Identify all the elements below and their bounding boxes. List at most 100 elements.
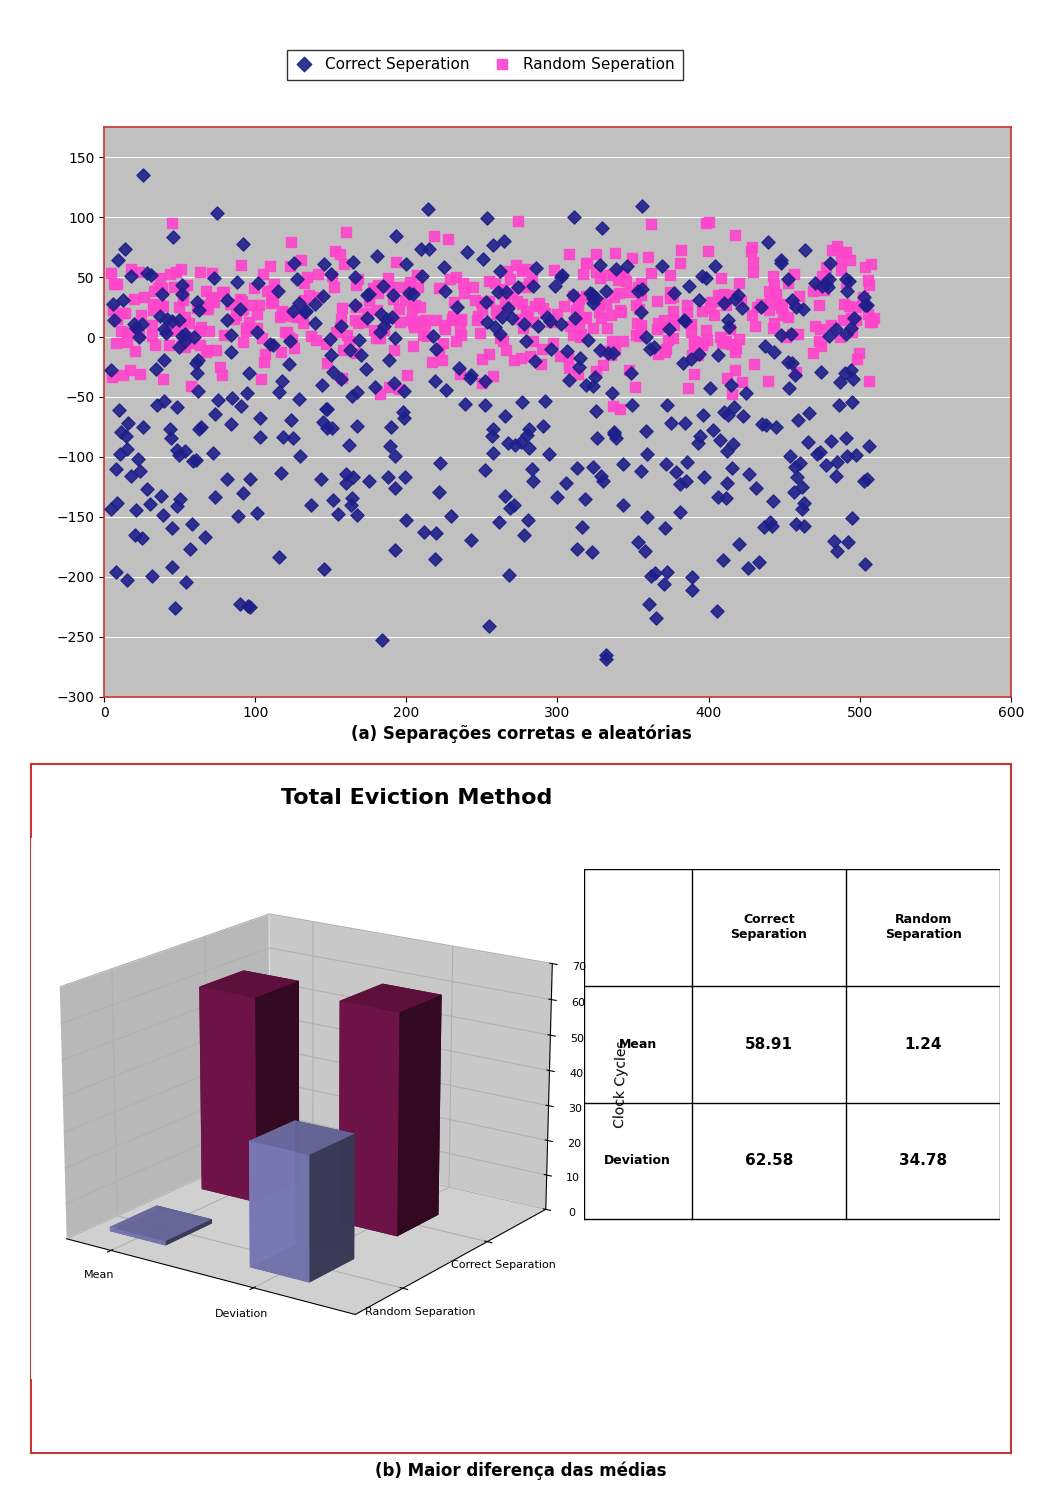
Random Seperation [686, 363, 702, 386]
Correct Seperation [609, 427, 625, 451]
Random Seperation [656, 309, 673, 333]
Correct Seperation [586, 286, 602, 310]
Random Seperation [332, 307, 349, 331]
Random Seperation [744, 250, 761, 274]
Random Seperation [452, 309, 469, 333]
Correct Seperation [185, 325, 202, 349]
Correct Seperation [518, 330, 535, 354]
Random Seperation [214, 364, 230, 388]
Correct Seperation [579, 328, 596, 352]
Random Seperation [621, 358, 638, 382]
Random Seperation [679, 376, 696, 400]
Correct Seperation [130, 325, 147, 349]
Random Seperation [517, 276, 534, 300]
Correct Seperation [324, 416, 341, 440]
Correct Seperation [207, 401, 224, 425]
Random Seperation [818, 268, 835, 292]
Random Seperation [662, 264, 678, 288]
Correct Seperation [332, 315, 349, 339]
Random Seperation [403, 307, 420, 331]
Correct Seperation [857, 294, 873, 318]
Correct Seperation [359, 283, 376, 307]
Correct Seperation [638, 325, 654, 349]
Random Seperation [467, 288, 483, 312]
Correct Seperation [646, 560, 663, 584]
Correct Seperation [431, 451, 448, 475]
Correct Seperation [691, 288, 708, 312]
Random Seperation [659, 337, 675, 361]
Random Seperation [833, 249, 849, 273]
Correct Seperation [230, 503, 247, 527]
Random Seperation [779, 271, 796, 295]
Correct Seperation [519, 422, 536, 446]
Correct Seperation [478, 291, 495, 315]
Random Seperation [671, 252, 688, 276]
Correct Seperation [782, 443, 798, 467]
Correct Seperation [462, 366, 478, 389]
Correct Seperation [169, 395, 185, 419]
Correct Seperation [174, 282, 191, 306]
Correct Seperation [148, 358, 165, 382]
Random Seperation [699, 238, 716, 262]
Correct Seperation [173, 324, 190, 348]
Random Seperation [730, 271, 747, 295]
Correct Seperation [747, 475, 764, 499]
Random Seperation [791, 285, 808, 309]
Random Seperation [767, 282, 784, 306]
Random Seperation [612, 298, 628, 322]
Random Seperation [698, 318, 715, 342]
Correct Seperation [838, 427, 854, 451]
Random Seperation [808, 315, 824, 339]
Random Seperation [239, 316, 255, 340]
Correct Seperation [695, 403, 712, 427]
Correct Seperation [104, 292, 121, 316]
Random Seperation [643, 261, 660, 285]
Random Seperation [336, 252, 352, 276]
Correct Seperation [130, 446, 147, 470]
Correct Seperation [174, 273, 191, 297]
Correct Seperation [695, 464, 712, 488]
Correct Seperation [594, 216, 611, 240]
Random Seperation [192, 261, 208, 285]
Correct Seperation [661, 318, 677, 342]
Correct Seperation [859, 467, 875, 491]
Correct Seperation [572, 346, 589, 370]
Correct Seperation [843, 316, 860, 340]
Text: 1.24: 1.24 [904, 1037, 942, 1052]
Random Seperation [339, 324, 355, 348]
Correct Seperation [684, 578, 700, 602]
Random Seperation [456, 282, 473, 306]
Random Seperation [180, 331, 197, 355]
Random Seperation [473, 298, 490, 322]
Random Seperation [777, 325, 794, 349]
Correct Seperation [388, 225, 404, 249]
Correct Seperation [154, 503, 171, 527]
Correct Seperation [428, 337, 445, 361]
Correct Seperation [619, 253, 636, 277]
Random Seperation [412, 295, 428, 319]
Random Seperation [301, 283, 318, 307]
Correct Seperation [368, 244, 384, 268]
Correct Seperation [224, 386, 241, 410]
Correct Seperation [427, 369, 444, 392]
Random Seperation [232, 253, 249, 277]
Correct Seperation [795, 297, 812, 321]
Random Seperation [331, 243, 348, 267]
Random Seperation [683, 313, 699, 337]
Correct Seperation [821, 324, 838, 348]
Random Seperation [410, 262, 426, 286]
Random Seperation [602, 343, 619, 367]
Random Seperation [318, 333, 334, 357]
Random Seperation [508, 289, 525, 313]
Random Seperation [519, 258, 536, 282]
Random Seperation [552, 345, 569, 369]
Correct Seperation [133, 312, 150, 336]
Random Seperation [684, 343, 700, 367]
Text: 34.78: 34.78 [899, 1153, 947, 1168]
Correct Seperation [525, 469, 542, 493]
Correct Seperation [787, 455, 803, 479]
Correct Seperation [318, 397, 334, 421]
Random Seperation [391, 377, 407, 401]
Correct Seperation [115, 289, 131, 313]
Random Seperation [612, 397, 628, 421]
